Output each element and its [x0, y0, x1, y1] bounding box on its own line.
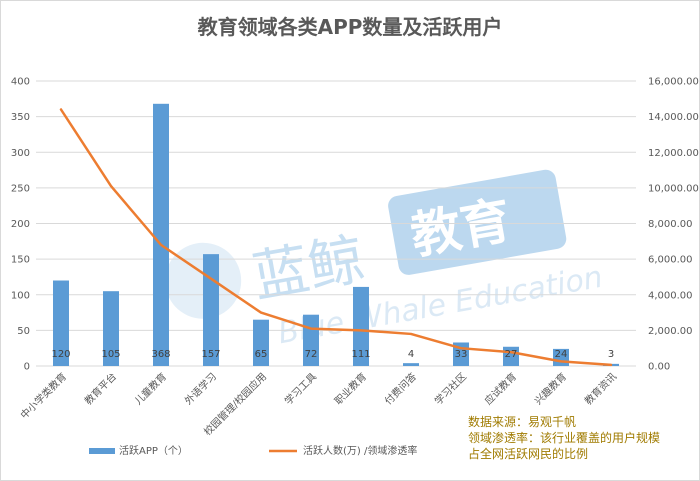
bar-value-label: 3 — [608, 349, 614, 360]
y-left-tick-label: 0 — [24, 362, 30, 373]
y-left-tick-label: 350 — [11, 112, 30, 123]
bar — [53, 280, 69, 366]
x-category-label: 中小学类教育 — [18, 370, 70, 422]
y-right-tick-label: 2,000.00 — [648, 326, 693, 337]
x-category-label: 教育资讯 — [582, 370, 619, 407]
y-left-tick-label: 200 — [11, 219, 30, 230]
legend-bar-label: 活跃APP（个） — [119, 445, 188, 457]
source-notes: 数据来源：易观千帆 领域渗透率：该行业覆盖的用户规模 占全网活跃网民的比例 — [468, 414, 700, 462]
y-axis-right: 0.00 2,000.00 4,000.00 6,000.00 8,000.00 10,0… — [648, 77, 699, 373]
y-right-tick-label: 14,000.00 — [648, 112, 699, 123]
bar-value-label: 120 — [51, 349, 70, 360]
data-labels: 120 105 368 157 65 72 111 4 33 27 24 3 — [51, 349, 614, 360]
watermark-box — [388, 169, 567, 275]
line-series — [59, 108, 613, 367]
chart-title: 教育领域各类APP数量及活跃用户 — [197, 15, 503, 39]
legend-bar-swatch — [89, 448, 115, 454]
note-line: 领域渗透率：该行业覆盖的用户规模 — [468, 431, 661, 445]
x-category-label: 职业教育 — [332, 370, 369, 407]
watermark: 蓝鲸 教育 Blue Whale Education — [165, 169, 605, 351]
y-left-tick-label: 100 — [11, 290, 30, 301]
bar-value-label: 157 — [201, 349, 220, 360]
bar-value-label: 65 — [255, 349, 268, 360]
watermark-cn-text: 蓝鲸 — [248, 227, 370, 310]
y-left-tick-label: 50 — [17, 326, 30, 337]
legend-line-label: 活跃人数(万) /领域渗透率 — [303, 444, 417, 457]
bar-value-label: 105 — [101, 349, 120, 360]
x-category-label: 兴趣教育 — [532, 370, 569, 407]
y-right-tick-label: 0.00 — [648, 362, 670, 373]
y-right-tick-label: 8,000.00 — [648, 219, 693, 230]
bar-value-label: 111 — [351, 349, 370, 360]
legend: 活跃APP（个） 活跃人数(万) /领域渗透率 — [89, 444, 417, 457]
x-category-label: 应试教育 — [482, 370, 519, 407]
y-right-tick-label: 16,000.00 — [648, 77, 699, 88]
bar-value-label: 4 — [408, 349, 414, 360]
bar-value-label: 368 — [151, 349, 170, 360]
note-line: 占全网活跃网民的比例 — [468, 447, 589, 461]
bar-value-label: 24 — [555, 349, 568, 360]
bar — [103, 291, 119, 366]
x-category-label: 教育平台 — [82, 370, 119, 407]
y-left-tick-label: 400 — [11, 77, 30, 88]
bar-value-label: 72 — [305, 349, 318, 360]
bar-value-label: 27 — [505, 349, 518, 360]
x-category-label: 付费问答 — [382, 370, 419, 407]
y-right-tick-label: 10,000.00 — [648, 183, 699, 194]
y-right-tick-label: 6,000.00 — [648, 255, 693, 266]
bar — [153, 103, 169, 367]
y-right-tick-label: 4,000.00 — [648, 290, 693, 301]
bar-value-label: 33 — [455, 349, 468, 360]
note-line: 数据来源：易观千帆 — [468, 415, 577, 429]
line-path — [59, 108, 613, 367]
bar — [353, 286, 369, 366]
x-category-label: 学习社区 — [432, 370, 469, 407]
y-axis-left: 0 50 100 150 200 250 300 350 400 — [11, 77, 30, 373]
y-left-tick-label: 300 — [11, 148, 30, 159]
x-category-label: 学习工具 — [282, 370, 319, 407]
x-category-label: 外语学习 — [182, 370, 219, 407]
y-right-tick-label: 12,000.00 — [648, 148, 699, 159]
y-left-tick-label: 150 — [11, 255, 30, 266]
x-category-label: 儿童教育 — [132, 370, 169, 407]
bar — [403, 363, 419, 366]
y-left-tick-label: 250 — [11, 183, 30, 194]
bar — [253, 319, 269, 366]
